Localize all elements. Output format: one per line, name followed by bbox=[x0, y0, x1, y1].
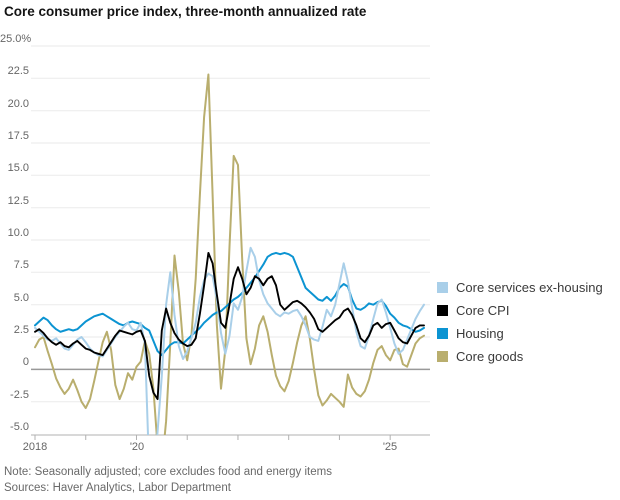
legend-swatch-housing bbox=[437, 328, 448, 339]
legend-label: Core goods bbox=[456, 349, 524, 364]
chart-note: Note: Seasonally adjusted; core excludes… bbox=[4, 466, 332, 478]
y-tick-label: 10.0 bbox=[7, 226, 29, 239]
chart-title: Core consumer price index, three-month a… bbox=[4, 4, 367, 19]
y-tick-label: 20.0 bbox=[7, 97, 29, 110]
x-tick-label: '25 bbox=[382, 441, 398, 453]
y-tick-label: 15.0 bbox=[7, 162, 29, 175]
legend-item-core-cpi: Core CPI bbox=[437, 299, 603, 322]
line-core-services-ex-housing bbox=[34, 246, 425, 435]
legend-swatch-core-cpi bbox=[437, 305, 448, 316]
legend-item-housing: Housing bbox=[437, 322, 603, 345]
line-core-goods bbox=[34, 73, 425, 435]
line-core-cpi bbox=[34, 251, 425, 401]
x-tick-label: 2018 bbox=[22, 441, 48, 453]
y-tick-label: 0 bbox=[22, 356, 29, 369]
y-tick-label: -5.0 bbox=[10, 420, 29, 433]
y-tick-label: 12.5 bbox=[7, 194, 29, 207]
y-tick-label: -2.5 bbox=[10, 388, 29, 401]
chart-legend: Core services ex-housing Core CPI Housin… bbox=[437, 276, 603, 368]
legend-item-core-services-ex-housing: Core services ex-housing bbox=[437, 276, 603, 299]
x-tick-label: '20 bbox=[129, 441, 145, 453]
legend-item-core-goods: Core goods bbox=[437, 345, 603, 368]
legend-swatch-core-services-ex-housing bbox=[437, 282, 448, 293]
legend-label: Core services ex-housing bbox=[456, 280, 603, 295]
legend-swatch-core-goods bbox=[437, 351, 448, 362]
y-tick-label: 17.5 bbox=[7, 129, 29, 142]
chart-sources: Sources: Haver Analytics, Labor Departme… bbox=[4, 482, 231, 494]
y-tick-label: 25.0% bbox=[0, 33, 32, 45]
legend-label: Core CPI bbox=[456, 303, 510, 318]
y-tick-label: 22.5 bbox=[7, 65, 29, 78]
y-tick-label: 5.0 bbox=[13, 291, 29, 304]
y-tick-label: 7.5 bbox=[13, 259, 29, 272]
legend-label: Housing bbox=[456, 326, 504, 341]
y-tick-label: 2.5 bbox=[13, 323, 29, 336]
